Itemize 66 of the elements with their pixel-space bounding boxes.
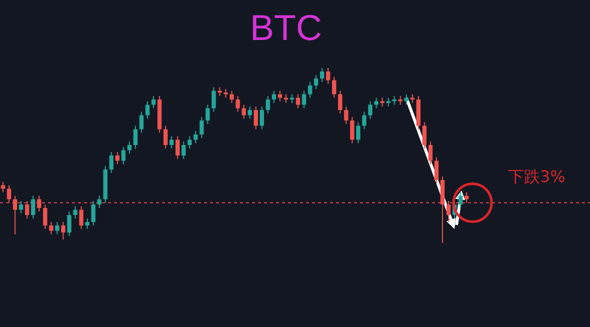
candlestick — [18, 200, 24, 214]
candlestick — [326, 68, 330, 84]
candlestick — [163, 125, 168, 149]
candlestick — [362, 111, 366, 130]
candlestick — [97, 195, 102, 208]
candlestick — [320, 68, 324, 82]
candlestick — [308, 82, 312, 98]
candlestick — [145, 100, 150, 120]
candlestick — [254, 106, 258, 130]
candlestick — [121, 146, 126, 165]
candlestick — [37, 195, 42, 212]
candlestick — [133, 125, 138, 149]
candlestick — [344, 106, 348, 124]
candlestick — [55, 222, 60, 235]
candlestick — [127, 141, 132, 154]
candlestick — [248, 106, 252, 120]
chart-title: BTC — [250, 7, 322, 48]
candlestick — [434, 156, 439, 184]
candlestick — [169, 136, 174, 149]
candlestick — [49, 222, 54, 235]
candlestick — [446, 200, 451, 222]
candlestick — [61, 222, 66, 240]
candlestick — [260, 106, 264, 130]
candlestick — [67, 211, 72, 236]
candlestick — [350, 116, 354, 144]
candlestick — [404, 94, 408, 106]
candlestick — [266, 96, 270, 114]
candlestick — [206, 104, 210, 124]
candlestick — [272, 90, 276, 104]
candlestick — [109, 152, 114, 174]
candlestick — [464, 192, 469, 204]
candlestick — [314, 74, 318, 90]
candlestick — [43, 204, 48, 230]
candlestick — [428, 141, 433, 165]
candlestick — [212, 86, 216, 112]
candlestick — [368, 100, 372, 120]
candlestick — [278, 90, 282, 102]
candlestick — [0, 181, 6, 193]
candlestick — [374, 97, 378, 109]
candlestick — [12, 195, 18, 235]
text: 下跌3% — [508, 167, 566, 186]
candlestick — [24, 200, 30, 219]
candlestick — [73, 206, 78, 219]
candlestick — [115, 152, 120, 165]
candlestick — [332, 76, 336, 98]
candlestick — [6, 184, 12, 204]
candlestick — [458, 192, 463, 208]
candlestick — [151, 96, 156, 109]
candlestick — [194, 130, 198, 144]
candlestick — [139, 111, 144, 134]
candlestick — [79, 206, 84, 230]
candlestick — [188, 136, 192, 149]
candlestick — [302, 90, 306, 109]
candlestick — [422, 122, 427, 149]
candlestick — [230, 90, 234, 104]
candlestick — [182, 141, 186, 160]
candlestick — [236, 96, 240, 112]
candlestick — [91, 200, 96, 226]
candlestick — [175, 136, 180, 160]
candlestick — [31, 195, 36, 219]
candlestick — [356, 122, 360, 144]
candlestick — [242, 104, 246, 120]
candlestick — [200, 116, 204, 138]
candlestick — [85, 218, 90, 230]
candlestick — [296, 94, 300, 109]
candlestick — [338, 90, 342, 114]
